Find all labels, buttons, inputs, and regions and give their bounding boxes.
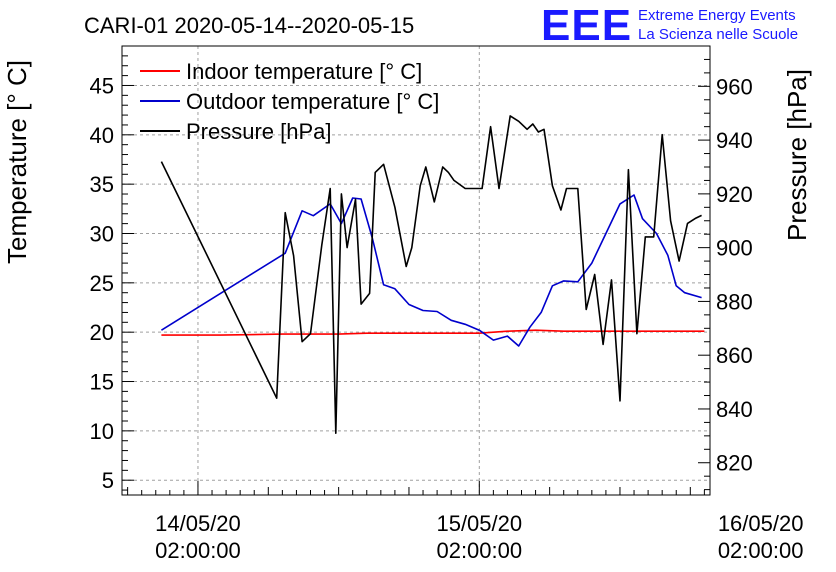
y-right-tick-label: 920 [716, 182, 753, 207]
y-right-tick-label: 880 [716, 289, 753, 314]
logo-line-1: Extreme Energy Events [638, 7, 796, 24]
y-right-tick-label: 820 [716, 451, 753, 476]
legend: Indoor temperature [° C] Outdoor temperat… [140, 59, 439, 144]
y-right-tick-label: 940 [716, 128, 753, 153]
y-right-tick-label: 860 [716, 343, 753, 368]
axes: 5 10 15 20 25 30 35 40 45 820 840 860 880 900 920 940 96… [90, 45, 804, 563]
x-tick-date-label: 15/05/20 [436, 511, 522, 536]
legend-label-2: Pressure [hPa] [186, 119, 332, 144]
plot-frame [121, 45, 711, 496]
logo-letters: EEE [541, 1, 632, 50]
y-axis-left-title: Temperature [° C] [2, 60, 32, 264]
logo-line-2: La Scienza nelle Scuole [638, 26, 798, 43]
series-line-1 [160, 194, 702, 347]
y-right-tick-label: 960 [716, 74, 753, 99]
y-left-tick-label: 25 [90, 271, 114, 296]
x-tick-time-label: 02:00:00 [436, 538, 522, 563]
y-right-tick-label: 840 [716, 397, 753, 422]
series-line-2 [160, 115, 702, 435]
x-tick-time-label: 02:00:00 [718, 538, 804, 563]
x-tick-time-label: 02:00:00 [155, 538, 241, 563]
y-left-tick-label: 5 [102, 468, 114, 493]
y-left-tick-label: 35 [90, 172, 114, 197]
chart-title: CARI-01 2020-05-14--2020-05-15 [84, 13, 414, 38]
series-lines [160, 115, 705, 435]
y-left-tick-label: 10 [90, 419, 114, 444]
y-left-tick-label: 15 [90, 370, 114, 395]
y-right-tick-label: 900 [716, 236, 753, 261]
y-axis-right-title: Pressure [hPa] [782, 69, 812, 241]
grid [122, 46, 710, 495]
y-left-tick-label: 20 [90, 320, 114, 345]
y-left-tick-label: 40 [90, 123, 114, 148]
legend-label-1: Outdoor temperature [° C] [186, 89, 439, 114]
x-tick-date-label: 16/05/20 [718, 511, 804, 536]
legend-label-0: Indoor temperature [° C] [186, 59, 422, 84]
eee-logo: EEE Extreme Energy Events La Scienza nel… [541, 1, 798, 50]
x-tick-date-label: 14/05/20 [155, 511, 241, 536]
y-left-tick-label: 30 [90, 221, 114, 246]
y-left-tick-label: 45 [90, 73, 114, 98]
